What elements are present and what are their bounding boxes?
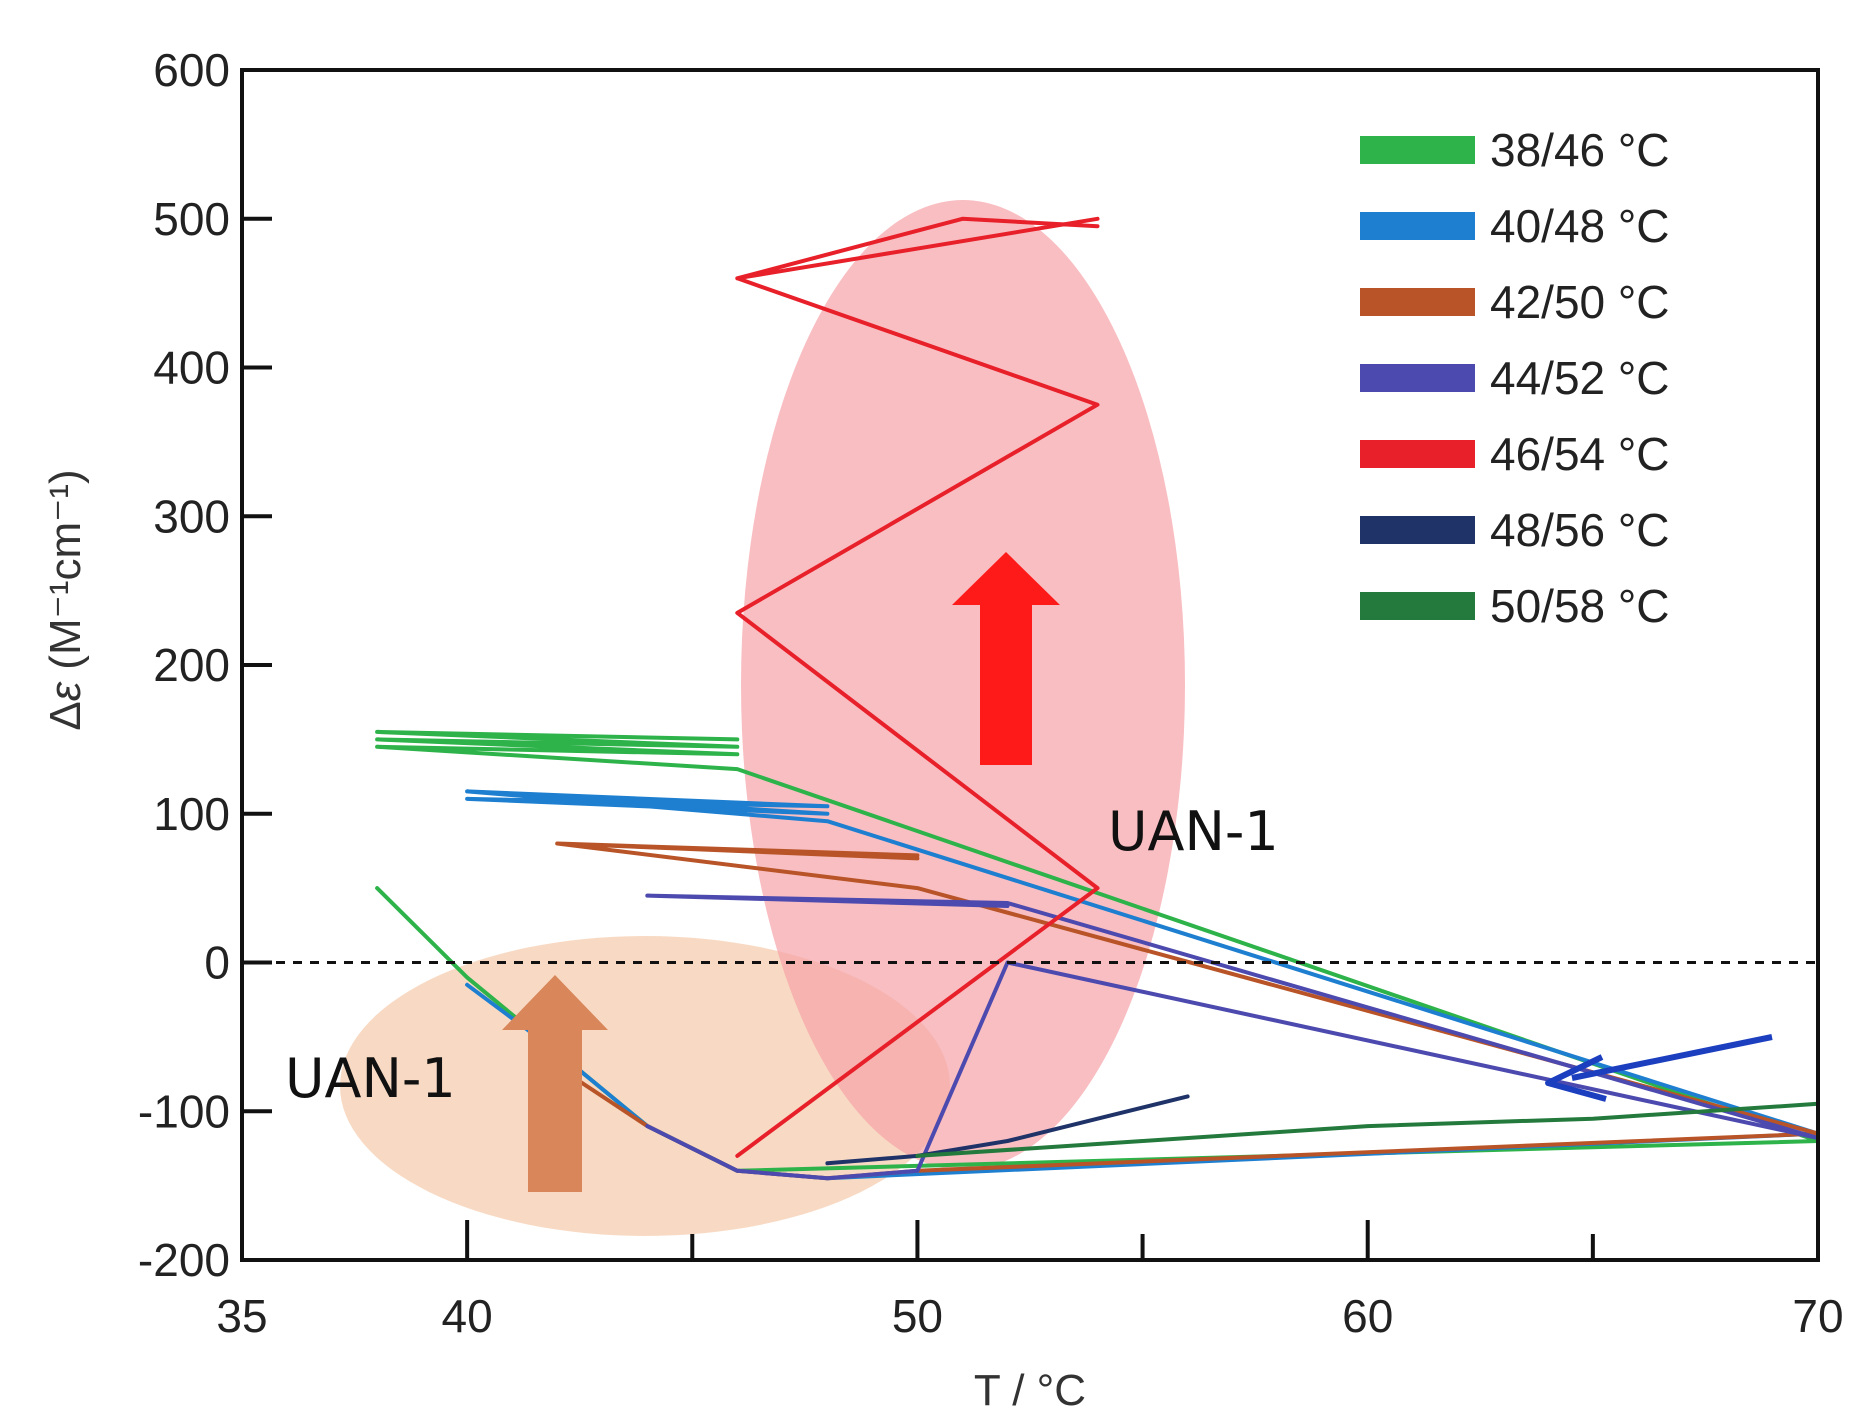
y-tick-label: 0 [204, 937, 230, 989]
x-tick-label: 60 [1342, 1290, 1393, 1342]
y-tick-label: 100 [153, 788, 230, 840]
legend-swatch-4 [1360, 440, 1475, 468]
series-line-4 [735, 216, 1100, 1158]
red-highlight-ellipse [741, 200, 1185, 1170]
legend-label-0: 38/46 °C [1490, 124, 1670, 176]
axes: 35 40 50 60 70 -200 -100 0 100 200 300 400 500 600 [138, 44, 1844, 1342]
y-tick-label: 600 [153, 44, 230, 96]
legend-swatch-2 [1360, 288, 1475, 316]
y-tick-label: -200 [138, 1234, 230, 1286]
legend-label-4: 46/54 °C [1490, 428, 1670, 480]
legend-swatch-6 [1360, 592, 1475, 620]
legend-swatch-0 [1360, 136, 1475, 164]
orange-highlight-ellipse [340, 936, 950, 1236]
y-tick-label: 500 [153, 193, 230, 245]
legend-swatch-5 [1360, 516, 1475, 544]
series-line-5 [825, 1094, 1190, 1166]
x-axis-title: T / °C [974, 1366, 1086, 1415]
red-up-arrow [952, 552, 1060, 765]
annotation-uan1-orange: UAN-1 [285, 1047, 456, 1110]
y-tick-label: 300 [153, 490, 230, 542]
x-tick-label: 40 [442, 1290, 493, 1342]
y-axis-title-delta: Δ [41, 701, 90, 730]
series-line-6 [915, 1101, 1820, 1158]
y-tick-label: -100 [138, 1085, 230, 1137]
orange-up-arrow [502, 975, 608, 1192]
y-tick-label: 400 [153, 342, 230, 394]
legend-label-3: 44/52 °C [1490, 352, 1670, 404]
data-traces [375, 216, 1820, 1181]
blue-arrow [1545, 1034, 1773, 1102]
legend-swatch-3 [1360, 364, 1475, 392]
y-tick-label: 200 [153, 639, 230, 691]
y-axis-title: Δε (M⁻¹cm⁻¹) [41, 469, 90, 730]
annotation-uan1-red: UAN-1 [1108, 800, 1279, 863]
y-axis-title-symbol: ε [41, 681, 90, 701]
legend-label-5: 48/56 °C [1490, 504, 1670, 556]
legend-label-2: 42/50 °C [1490, 276, 1670, 328]
y-axis-title-units: (M⁻¹cm⁻¹) [41, 469, 90, 682]
x-tick-label: 50 [892, 1290, 943, 1342]
legend: 38/46 °C 40/48 °C 42/50 °C 44/52 °C 46/54 °C… [1360, 124, 1670, 632]
x-tick-label: 70 [1792, 1290, 1843, 1342]
series-line-3 [645, 893, 1820, 1181]
x-tick-label: 35 [216, 1290, 267, 1342]
legend-label-1: 40/48 °C [1490, 200, 1670, 252]
legend-swatch-1 [1360, 212, 1475, 240]
legend-label-6: 50/58 °C [1490, 580, 1670, 632]
